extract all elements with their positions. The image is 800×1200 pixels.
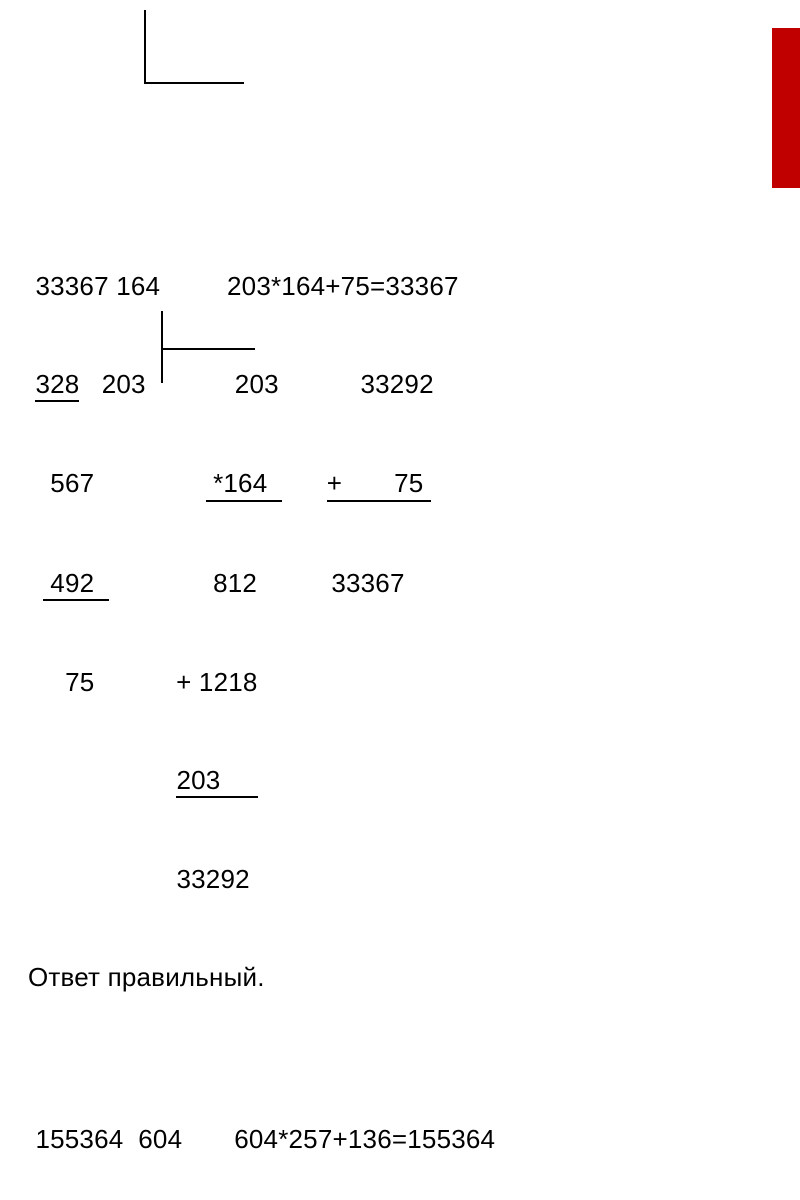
math-worksheet: 33367 164 203*164+75=33367 328 203 203 3… [28, 10, 495, 1200]
p1-line7: 33292 [28, 863, 495, 896]
p1-line6: 203 [28, 764, 495, 799]
p1-verdict: Ответ правильный. [28, 961, 495, 994]
p1-line3: 567 *164 + 75 [28, 467, 495, 502]
division-bracket-h1 [146, 82, 244, 84]
p1-line5: 75 + 1218 [28, 666, 495, 699]
p1-line1: 33367 164 203*164+75=33367 [28, 270, 495, 303]
division-bracket-h2 [163, 348, 255, 350]
accent-bar [772, 28, 800, 188]
p1-line4: 492 812 33367 [28, 567, 495, 602]
p2-line1: 155364 604 604*257+136=155364 [28, 1123, 495, 1156]
division-bracket-v1 [144, 10, 146, 84]
division-bracket-v2 [161, 311, 163, 383]
p1-line2: 328 203 203 33292 [28, 368, 495, 403]
